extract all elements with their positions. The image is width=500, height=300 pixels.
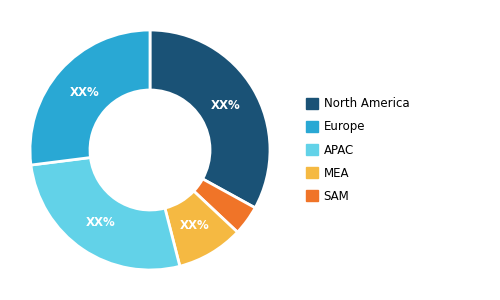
Text: XX%: XX% — [86, 216, 116, 229]
Wedge shape — [30, 30, 150, 165]
Text: XX%: XX% — [70, 85, 99, 99]
Wedge shape — [150, 30, 270, 208]
Legend: North America, Europe, APAC, MEA, SAM: North America, Europe, APAC, MEA, SAM — [306, 98, 409, 202]
Text: XX%: XX% — [210, 99, 240, 112]
Wedge shape — [165, 191, 238, 266]
Wedge shape — [194, 179, 255, 232]
Wedge shape — [31, 158, 180, 270]
Text: XX%: XX% — [180, 219, 210, 232]
